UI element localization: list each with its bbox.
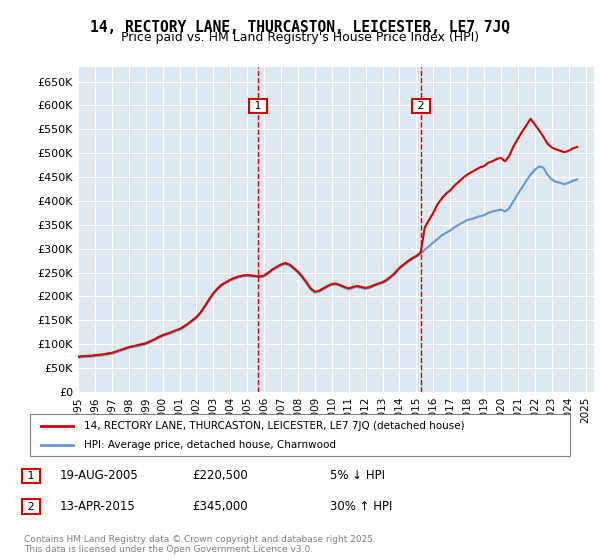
Text: HPI: Average price, detached house, Charnwood: HPI: Average price, detached house, Char…: [84, 440, 336, 450]
Text: 1: 1: [251, 101, 265, 111]
Text: 19-AUG-2005: 19-AUG-2005: [60, 469, 139, 482]
FancyBboxPatch shape: [30, 414, 570, 456]
Text: 14, RECTORY LANE, THURCASTON, LEICESTER, LE7 7JQ (detached house): 14, RECTORY LANE, THURCASTON, LEICESTER,…: [84, 421, 464, 431]
Text: 2: 2: [414, 101, 428, 111]
Text: 1: 1: [24, 471, 38, 481]
Text: 13-APR-2015: 13-APR-2015: [60, 500, 136, 512]
Text: 14, RECTORY LANE, THURCASTON, LEICESTER, LE7 7JQ: 14, RECTORY LANE, THURCASTON, LEICESTER,…: [90, 20, 510, 35]
Text: Price paid vs. HM Land Registry's House Price Index (HPI): Price paid vs. HM Land Registry's House …: [121, 31, 479, 44]
Text: 5% ↓ HPI: 5% ↓ HPI: [330, 469, 385, 482]
Text: £345,000: £345,000: [192, 500, 248, 512]
Text: Contains HM Land Registry data © Crown copyright and database right 2025.
This d: Contains HM Land Registry data © Crown c…: [24, 535, 376, 554]
Text: £220,500: £220,500: [192, 469, 248, 482]
Text: 30% ↑ HPI: 30% ↑ HPI: [330, 500, 392, 512]
Text: 2: 2: [24, 502, 38, 512]
